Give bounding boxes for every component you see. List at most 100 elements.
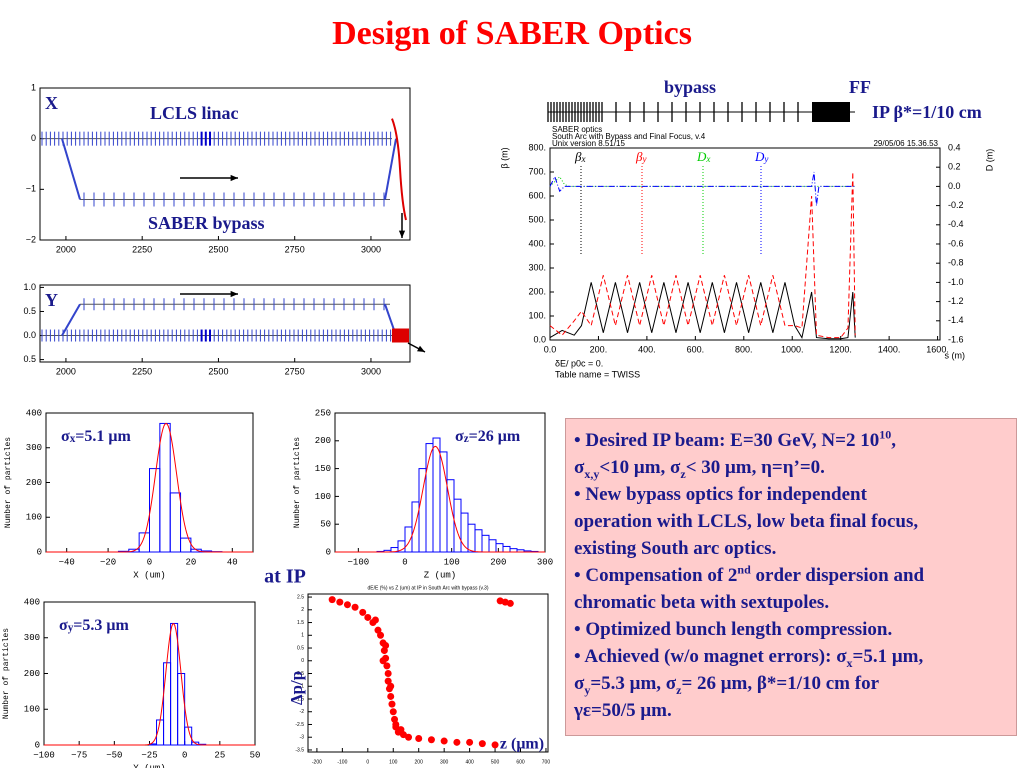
y2-tick-label: -0.6	[948, 238, 964, 248]
label-part: y	[763, 154, 769, 164]
summary-line: existing South arc optics.	[574, 535, 1008, 562]
arrow-head	[417, 345, 425, 352]
fit-curve	[46, 422, 253, 553]
label-part: x	[580, 154, 585, 164]
histogram-bin	[404, 526, 413, 553]
y-tick-label: 600.	[528, 190, 546, 200]
y-tick-label: 1	[31, 82, 36, 92]
x-tick-label: 300	[537, 557, 553, 567]
histogram-bin	[495, 543, 504, 553]
summary-line: γε=50/5 μm.	[574, 697, 1008, 724]
arrow-head	[230, 174, 238, 182]
scatter-point	[415, 734, 423, 742]
arc-trajectory	[392, 328, 409, 343]
label-part: =5.3 μm	[73, 617, 129, 634]
text-run: z	[680, 466, 686, 481]
x-tick-label: −40	[59, 557, 75, 567]
y-axis-label: β (m)	[499, 147, 509, 168]
y-tick-label: 800.	[528, 142, 546, 152]
text-run: =5.1 μm,	[852, 646, 924, 667]
series-line	[549, 176, 856, 187]
y-tick-label: 50	[320, 520, 331, 530]
scatter-point	[466, 738, 474, 746]
text-run: chromatic beta with sextupoles.	[574, 592, 830, 613]
x-tick-label: 1400.	[878, 344, 901, 354]
y2-tick-label: -1.6	[948, 334, 964, 344]
scatter-point	[388, 700, 396, 708]
histogram-bin	[169, 492, 182, 553]
y2-tick-label: -0.4	[948, 219, 964, 229]
scatter-point	[328, 596, 336, 604]
x-tick-label: −75	[71, 750, 87, 760]
x-tick-label: 20	[185, 557, 196, 567]
x-tick-label: 0	[402, 557, 407, 567]
text-run: y	[584, 682, 591, 697]
rich-label: βx	[574, 149, 586, 164]
x-tick-label: 3000	[361, 244, 381, 254]
magnet-block	[812, 102, 850, 122]
y-tick-label: 100	[315, 492, 331, 502]
label-part: σ	[61, 428, 70, 445]
y-tick-label: 0	[301, 658, 304, 664]
y2-tick-label: -1.4	[948, 315, 964, 325]
scatter-point	[389, 708, 397, 716]
at-ip-label: at IP	[264, 566, 306, 588]
scatter-point	[384, 670, 392, 678]
label-part: y	[68, 622, 74, 634]
y2-tick-label: 0.0	[948, 181, 961, 191]
y-tick-label: 300	[26, 443, 42, 453]
rich-label: σz=26 μm	[455, 428, 521, 446]
y-tick-label: 0	[35, 740, 40, 750]
text-run: • Optimized bunch length compression.	[574, 619, 893, 640]
x-tick-label: 200.	[590, 344, 608, 354]
x-axis-label: z (μm)	[500, 736, 544, 753]
summary-line: • Compensation of 2nd order dispersion a…	[574, 562, 1008, 589]
x-tick-label: 2250	[132, 366, 152, 376]
text-run: z	[676, 682, 682, 697]
y-tick-label: 150	[315, 464, 331, 474]
plot-date: 29/05/06 15.36.53	[873, 139, 938, 148]
scatter-point	[359, 608, 367, 616]
y-tick-label: 1	[301, 633, 304, 639]
y-tick-label: 200	[24, 669, 40, 679]
plot-frame	[39, 284, 411, 363]
y-tick-label: 400.	[528, 238, 546, 248]
transfer-line	[61, 303, 81, 337]
arrow-head	[230, 290, 238, 298]
histogram-bin	[474, 529, 483, 553]
summary-line: σx,y<10 μm, σz< 30 μm, η=η’=0.	[574, 454, 1008, 481]
plot-footer: δE/ p0c = 0.	[555, 358, 603, 368]
y-tick-label: 700.	[528, 166, 546, 176]
plot-title: dE/E (%) vs Z (um) at IP in South Arc wi…	[368, 585, 489, 591]
x-tick-label: 300	[440, 759, 449, 765]
summary-box: • Desired IP beam: E=30 GeV, N=2 1010, σx…	[565, 418, 1017, 736]
text-run: operation with LCLS, low beta final focu…	[574, 511, 919, 532]
text-run: order dispersion and	[750, 565, 925, 586]
y-axis-label: Number of particles	[2, 628, 11, 719]
x-axis-label: X (um)	[133, 570, 165, 580]
histogram-bin	[170, 622, 179, 746]
x-tick-label: 50	[250, 750, 261, 760]
y-tick-label: 0	[37, 547, 42, 557]
y-tick-label: -3	[300, 735, 305, 741]
x-tick-label: 1200.	[829, 344, 852, 354]
scatter-point	[440, 737, 448, 745]
label-part: σ	[59, 617, 68, 634]
x-axis-label: Z (um)	[424, 570, 456, 580]
y2-tick-label: -1.0	[948, 277, 964, 287]
x-tick-label: 2750	[285, 366, 305, 376]
x-tick-label: 40	[227, 557, 238, 567]
x-tick-label: 0	[182, 750, 187, 760]
x-tick-label: 200	[490, 557, 506, 567]
y-tick-label: 300	[24, 633, 40, 643]
plane-label: X	[45, 93, 58, 113]
x-tick-label: -100	[337, 759, 347, 765]
x-tick-label: −20	[100, 557, 116, 567]
rich-label: Dx	[696, 149, 710, 164]
y-tick-label: -3.5	[295, 747, 304, 753]
histogram-bin	[481, 534, 490, 553]
scatter-point	[336, 598, 344, 606]
scatter-point	[453, 738, 461, 746]
plot-header: South Arc with Bypass and Final Focus, v…	[552, 132, 706, 141]
histogram-bin	[411, 501, 420, 553]
